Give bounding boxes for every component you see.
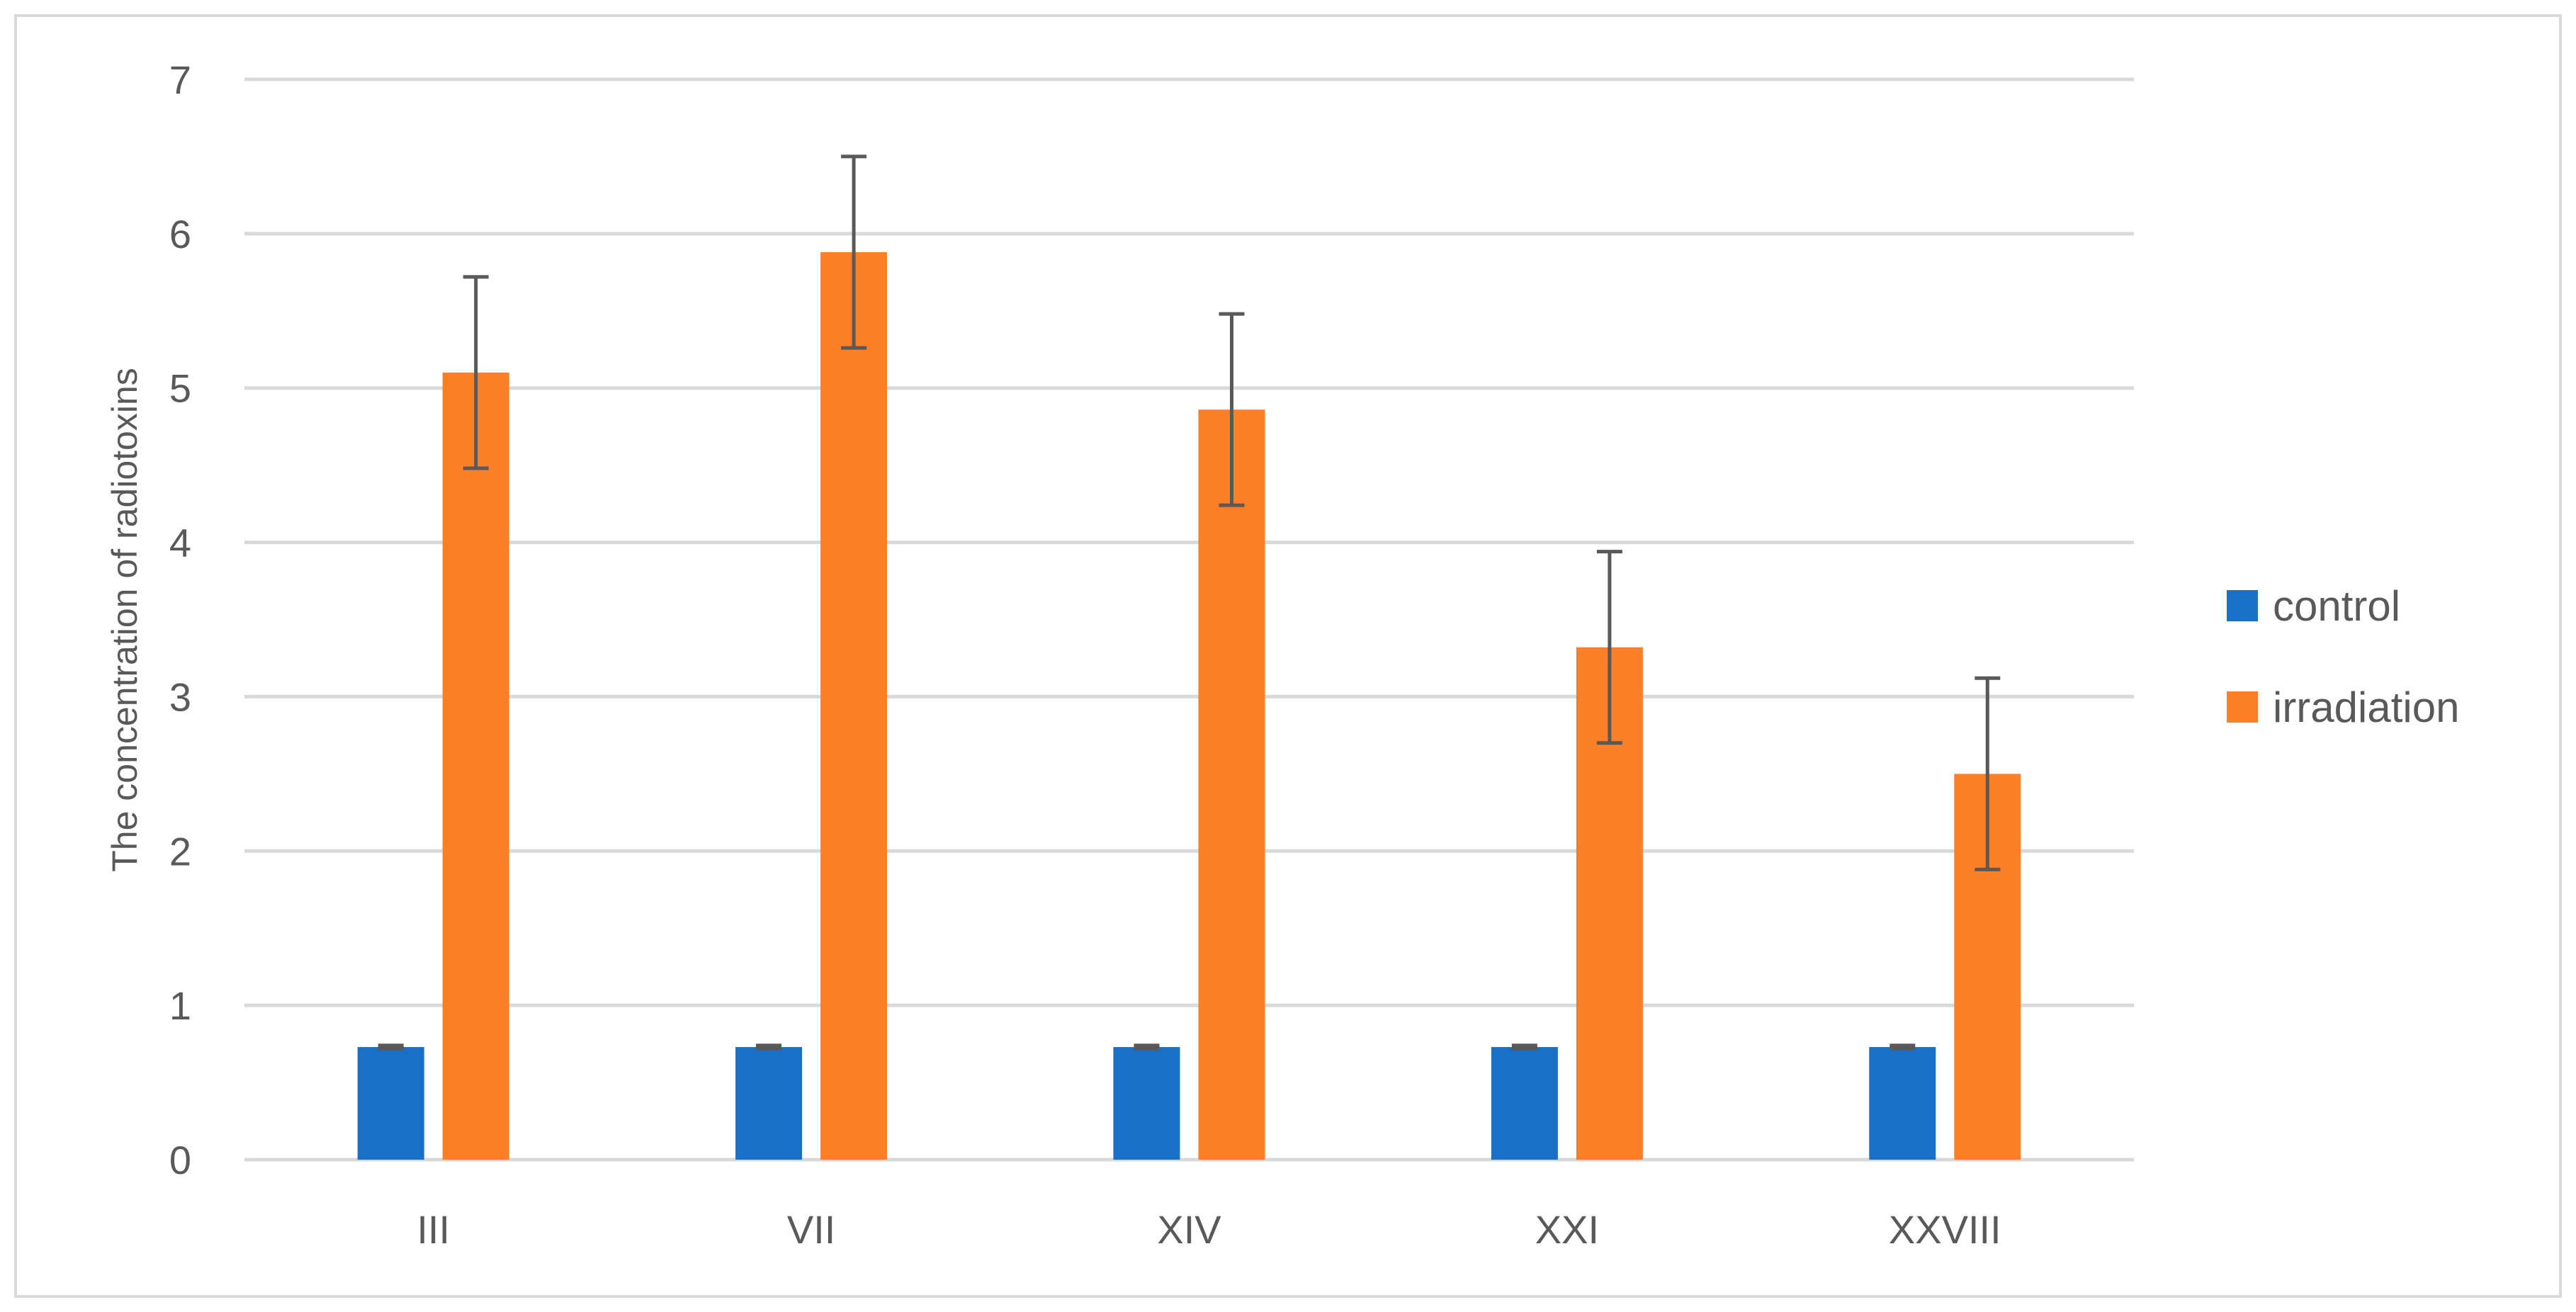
gridlines <box>244 77 2134 1162</box>
y-tick-label: 3 <box>169 674 191 719</box>
legend-entry-control: control <box>2227 582 2400 630</box>
x-tick-label: VII <box>787 1207 835 1252</box>
y-tick-label: 5 <box>169 366 191 411</box>
error-bar-control-XIV <box>1134 1044 1160 1051</box>
y-tick-label: 6 <box>169 212 191 256</box>
y-tick-label: 4 <box>169 521 191 565</box>
error-bar-irradiation-VII <box>841 154 867 350</box>
bar-control-XXVIII <box>1869 1046 1936 1160</box>
bars <box>357 252 2021 1160</box>
y-tick-label: 1 <box>169 983 191 1028</box>
legend: control irradiation <box>2227 582 2459 731</box>
error-bar-control-XXI <box>1511 1044 1537 1051</box>
error-bar-irradiation-XXVIII <box>1975 676 2001 871</box>
bar-irradiation-VII <box>820 252 888 1160</box>
legend-swatch <box>2227 691 2258 723</box>
y-tick-label: 7 <box>169 57 191 102</box>
y-tick-label: 2 <box>169 829 191 873</box>
error-bar-irradiation-III <box>463 275 489 470</box>
bar-control-XIV <box>1113 1046 1180 1160</box>
x-axis-tick-labels: III VII XIV XXI XXVIII <box>417 1207 2001 1252</box>
error-bar-control-XXVIII <box>1889 1044 1916 1051</box>
y-tick-label: 0 <box>169 1138 191 1182</box>
bar-control-VII <box>735 1046 803 1160</box>
error-bar-irradiation-XXI <box>1596 550 1622 745</box>
x-tick-label: XIV <box>1157 1207 1221 1252</box>
y-axis-tick-labels: 0 1 2 3 4 5 6 7 <box>169 57 191 1182</box>
chart-frame <box>14 14 2562 1298</box>
error-bar-irradiation-XIV <box>1219 312 1245 507</box>
legend-swatch <box>2227 590 2258 621</box>
bar-control-III <box>357 1046 424 1160</box>
x-tick-label: XXVIII <box>1889 1207 2001 1252</box>
legend-label: control <box>2273 582 2400 630</box>
x-tick-label: XXI <box>1535 1207 1599 1252</box>
x-tick-label: III <box>417 1207 450 1252</box>
error-bars <box>378 154 2001 1051</box>
error-bar-control-III <box>378 1044 404 1051</box>
y-axis-title: The concentration of radiotoxins <box>105 368 145 872</box>
bar-irradiation-XIV <box>1198 409 1265 1160</box>
legend-entry-irradiation: irradiation <box>2227 684 2459 731</box>
bar-irradiation-III <box>442 372 509 1160</box>
legend-label: irradiation <box>2273 684 2459 731</box>
bar-control-XXI <box>1491 1046 1558 1160</box>
error-bar-control-VII <box>756 1044 782 1051</box>
